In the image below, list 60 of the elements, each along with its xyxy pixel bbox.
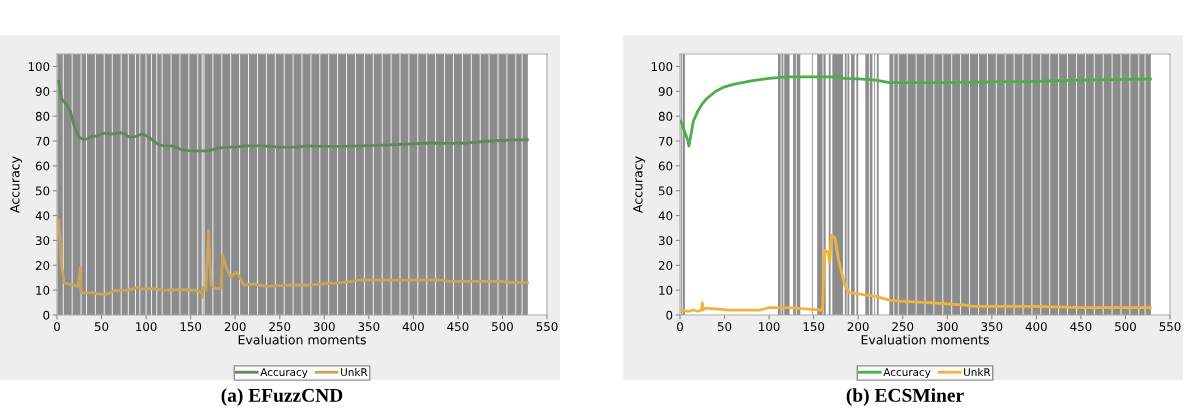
x-tick-label: 400	[402, 322, 424, 332]
x-tick-label: 150	[180, 322, 202, 332]
y-tick-label: 40	[35, 211, 50, 221]
x-tick-label: 250	[269, 322, 291, 332]
y-tick-label: 40	[658, 211, 673, 221]
y-tick-label: 100	[28, 62, 50, 72]
x-tick-label: 500	[492, 322, 513, 332]
x-tick-label: 300	[313, 322, 335, 332]
y-tick-label: 20	[658, 261, 673, 270]
x-tick-label: 150	[803, 322, 825, 332]
y-tick-label: 60	[658, 161, 673, 171]
line-series	[57, 79, 529, 153]
legend-label: UnkR	[341, 367, 368, 377]
x-tick-label: 100	[759, 322, 780, 332]
y-tick-label: 20	[35, 261, 50, 270]
x-tick-label: 350	[981, 322, 1003, 332]
y-tick-label: 50	[658, 186, 673, 196]
y-tick-label: 10	[36, 285, 50, 295]
y-tick-label: 80	[658, 111, 673, 121]
text: (b) ECSMiner	[846, 388, 964, 406]
line-series	[680, 234, 1152, 313]
legend-label: UnkR	[964, 367, 991, 377]
y-tick-label: 10	[659, 285, 673, 295]
y-tick-label: 50	[35, 186, 50, 196]
x-tick-label: 100	[136, 322, 157, 332]
x-tick-label: 50	[717, 322, 732, 332]
y-tick-label: 30	[658, 236, 673, 246]
line-series	[57, 219, 529, 299]
x-tick-label: 350	[358, 322, 380, 332]
x-tick-label: 300	[936, 322, 958, 332]
y-tick-label: 90	[35, 87, 50, 96]
y-tick-label: 0	[43, 310, 50, 320]
legend-label: Accuracy	[260, 368, 308, 379]
legend-label: Accuracy	[883, 368, 931, 379]
x-tick-label: 0	[677, 322, 683, 332]
x-axis-title: Evaluation moments	[238, 334, 366, 345]
x-tick-label: 200	[847, 322, 869, 332]
y-tick-label: 60	[35, 161, 50, 171]
x-tick-label: 550	[536, 322, 558, 332]
x-tick-label: 200	[224, 322, 246, 332]
x-tick-label: 450	[447, 322, 469, 332]
line-series	[680, 75, 1152, 148]
x-tick-label: 50	[94, 322, 109, 332]
y-tick-label: 0	[666, 310, 673, 320]
x-tick-label: 400	[1025, 322, 1047, 332]
x-tick-label: 0	[54, 322, 60, 332]
y-axis-title: Accuracy	[10, 156, 22, 213]
y-tick-label: 100	[651, 62, 673, 72]
x-axis-title: Evaluation moments	[861, 334, 989, 345]
y-tick-label: 70	[659, 136, 673, 146]
y-tick-label: 30	[35, 236, 50, 246]
y-tick-label: 80	[35, 111, 50, 121]
x-tick-label: 450	[1070, 322, 1092, 332]
y-axis-title: Accuracy	[633, 156, 645, 213]
text: (a) EFuzzCND	[221, 388, 343, 406]
x-tick-label: 550	[1159, 322, 1181, 332]
y-tick-label: 70	[36, 136, 50, 146]
y-tick-label: 90	[658, 87, 673, 96]
x-tick-label: 500	[1115, 322, 1136, 332]
x-tick-label: 250	[892, 322, 914, 332]
